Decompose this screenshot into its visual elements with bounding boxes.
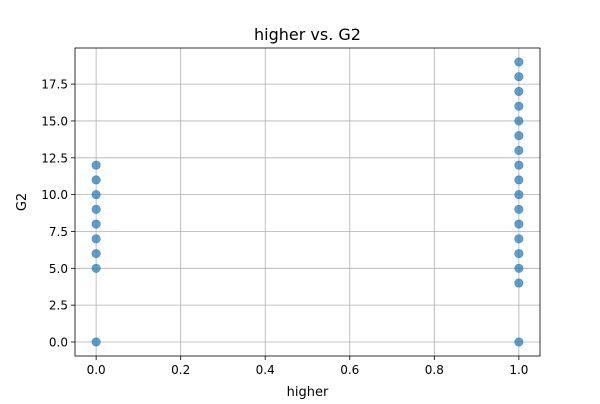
data-point (91, 219, 101, 229)
data-point (91, 190, 101, 200)
x-tick-label: 1.0 (509, 363, 528, 377)
y-tick-label: 0.0 (49, 336, 68, 350)
x-tick-label: 0.8 (425, 363, 444, 377)
data-point (91, 263, 101, 273)
y-tick-label: 7.5 (49, 225, 68, 239)
y-axis-label: G2 (15, 193, 30, 211)
x-tick-label: 0.6 (340, 363, 359, 377)
data-point (514, 131, 524, 141)
x-tick-label: 0.2 (171, 363, 190, 377)
data-point (514, 204, 524, 214)
x-tick-label: 0.4 (256, 363, 275, 377)
grid-layer (75, 48, 540, 356)
data-point (514, 219, 524, 229)
y-tick-label: 12.5 (41, 151, 68, 165)
y-tick-label: 17.5 (41, 78, 68, 92)
data-point (514, 249, 524, 259)
data-point (91, 337, 101, 347)
data-point (91, 160, 101, 170)
data-point (514, 175, 524, 185)
data-point (91, 234, 101, 244)
data-point (91, 175, 101, 185)
data-point (514, 72, 524, 82)
ticks-layer: 0.0 0.2 0.4 0.6 0.8 1.0 0.0 2.5 5.0 7.5 10.0 12.5 15… (41, 78, 528, 377)
data-point (91, 249, 101, 259)
data-point (514, 160, 524, 170)
data-point (514, 116, 524, 126)
data-point (514, 278, 524, 288)
y-tick-label: 15.0 (41, 114, 68, 128)
plot-frame (74, 47, 541, 357)
chart-title: higher vs. G2 (254, 25, 361, 44)
y-tick-label: 5.0 (49, 262, 68, 276)
points-layer (91, 57, 524, 347)
data-point (514, 145, 524, 155)
data-point (514, 234, 524, 244)
y-tick-label: 2.5 (49, 299, 68, 313)
data-point (514, 57, 524, 67)
data-point (514, 263, 524, 273)
y-tick-label: 10.0 (41, 188, 68, 202)
data-point (91, 204, 101, 214)
x-tick-label: 0.0 (87, 363, 106, 377)
data-point (514, 101, 524, 111)
x-axis-label: higher (287, 385, 329, 400)
data-point (514, 190, 524, 200)
data-point (514, 86, 524, 96)
data-point (514, 337, 524, 347)
